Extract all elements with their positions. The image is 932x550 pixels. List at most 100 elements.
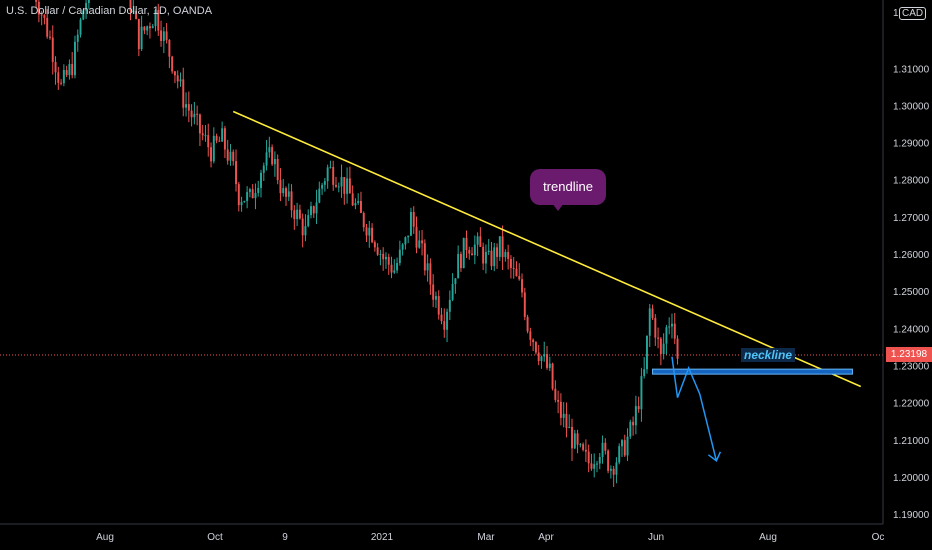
candle-body [46, 17, 49, 37]
candle-body [548, 363, 551, 368]
candle-body [337, 186, 340, 188]
currency-badge[interactable]: CAD [899, 7, 927, 20]
candle-body [484, 252, 487, 264]
chart-title: U.S. Dollar / Canadian Dollar, 1D, OANDA [6, 5, 213, 17]
candle-body [490, 250, 493, 267]
candle-body [235, 161, 237, 185]
candle-body [421, 240, 424, 244]
trendline [232, 110, 862, 388]
candle-body [210, 147, 213, 162]
candle-body [248, 189, 251, 193]
candle-body [587, 451, 590, 464]
candle-body [176, 75, 179, 82]
candle-body [523, 292, 526, 317]
candle-body [396, 263, 399, 271]
candle-body [590, 463, 593, 469]
candle-body [321, 184, 324, 189]
candle-body [565, 413, 568, 429]
candle-body [171, 56, 174, 72]
candle-body [43, 15, 46, 18]
candle-body [446, 311, 449, 330]
candle-body [643, 369, 646, 377]
candle-body [515, 268, 518, 277]
candle-body [637, 406, 640, 410]
candle-body [204, 135, 207, 137]
candle-body [82, 10, 85, 20]
candle-body [193, 113, 196, 118]
candle-body [329, 167, 332, 169]
candle-body [437, 296, 440, 315]
candle-body [221, 128, 224, 142]
candle-body [212, 135, 215, 162]
candles [35, 0, 679, 487]
candle-body [185, 104, 188, 108]
candle-body [154, 10, 157, 27]
candle-body [196, 113, 199, 115]
candle-body [187, 104, 190, 111]
candle-body [165, 31, 168, 40]
x-tick-label: Mar [477, 532, 495, 543]
x-axis: Aug Oct 9 2021 Mar Apr Jun Aug Oc [96, 532, 884, 543]
candle-body [387, 256, 390, 265]
neckline-zone [652, 368, 853, 375]
candle-body [471, 253, 474, 256]
candle-body [251, 189, 254, 199]
candle-body [404, 237, 407, 245]
candle-body [384, 256, 387, 260]
candle-body [562, 413, 565, 418]
candle-body [521, 279, 523, 293]
candle-body [215, 135, 218, 141]
candle-body [576, 433, 579, 445]
candle-body [423, 243, 426, 271]
candle-body [265, 152, 268, 166]
x-tick-label: Jun [648, 532, 664, 543]
y-tick-label: 1.21000 [893, 436, 930, 447]
candle-body [571, 427, 573, 449]
candle-body [676, 338, 679, 359]
candle-body [373, 242, 376, 248]
trendline-callout[interactable]: trendline [530, 169, 606, 205]
candle-body [54, 61, 57, 73]
candle-body [276, 159, 279, 181]
candle-body [665, 327, 668, 344]
candle-body [459, 254, 462, 269]
candle-body [540, 356, 543, 361]
candle-body [646, 335, 648, 370]
neckline-label[interactable]: neckline [741, 348, 796, 362]
candle-body [426, 263, 429, 271]
candle-body [412, 211, 415, 227]
candle-body [598, 456, 601, 464]
y-axis: 1.19000 1.20000 1.21000 1.22000 1.23000 1.240… [893, 8, 930, 521]
candle-body [390, 264, 393, 273]
candle-body [351, 193, 354, 206]
candle-body [407, 235, 410, 238]
candle-body [507, 251, 510, 259]
candle-body [640, 376, 643, 410]
candle-body [35, 0, 38, 2]
candle-body [398, 249, 401, 264]
candle-body [568, 427, 571, 429]
candle-body [76, 34, 79, 42]
projection-arrowhead [707, 451, 722, 462]
candle-body [623, 440, 626, 456]
candle-body [434, 296, 437, 300]
candle-body [240, 202, 243, 206]
candle-body [237, 184, 240, 206]
candle-body [382, 253, 385, 260]
candle-body [621, 440, 623, 447]
x-tick-label: 9 [282, 532, 288, 543]
x-tick-label: Apr [538, 532, 554, 543]
candle-body [454, 278, 457, 285]
candle-body [501, 236, 504, 258]
candle-body [307, 215, 310, 227]
candle-body [432, 284, 435, 300]
candle-body [49, 36, 51, 38]
candle-body [310, 206, 312, 216]
projection-arrow [671, 356, 718, 462]
candle-body [482, 246, 485, 264]
candle-body [573, 433, 576, 449]
candle-body [537, 352, 540, 361]
current-price-tag: 1.23198 [886, 347, 932, 362]
candle-body [260, 172, 262, 188]
